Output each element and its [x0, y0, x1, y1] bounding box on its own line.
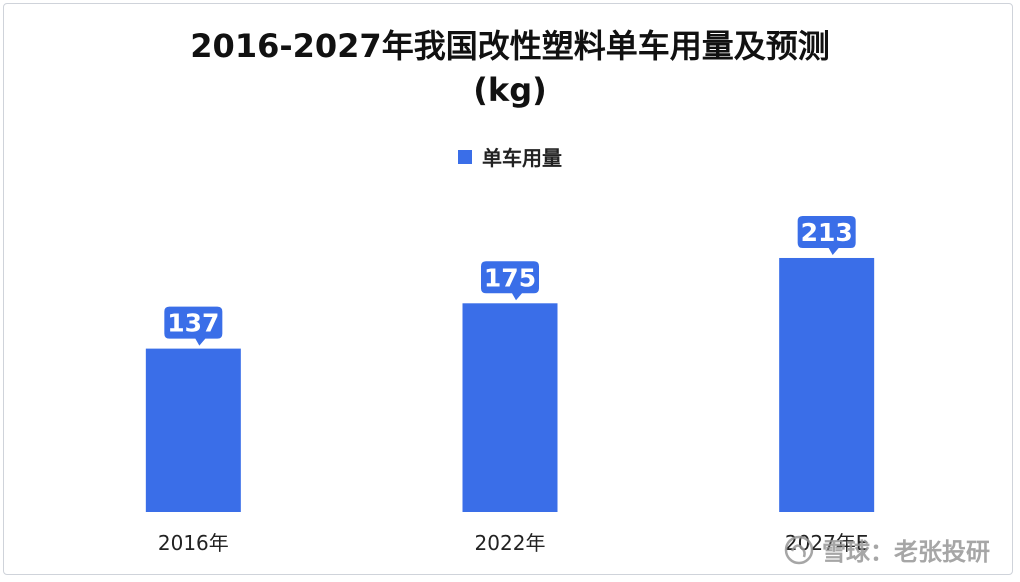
- chart-title: 2016-2027年我国改性塑料单车用量及预测 (kg): [190, 27, 830, 109]
- chart-frame: [3, 3, 1013, 575]
- data-label-text-2: 213: [801, 218, 853, 247]
- bar-2: [779, 257, 875, 512]
- legend-swatch: [458, 149, 472, 164]
- legend: 单车用量: [0, 142, 1020, 171]
- bar-1: [462, 303, 558, 512]
- data-label-0: 137: [164, 306, 223, 346]
- watermark: 雪球：老张投研: [784, 532, 990, 567]
- data-label-text-0: 137: [167, 309, 219, 338]
- snowball-logo-icon: [784, 535, 814, 564]
- x-tick-label-0: 2016年: [158, 531, 229, 555]
- data-label-box-2: [797, 215, 856, 255]
- x-tick-label-2: 2027年E: [785, 531, 869, 555]
- legend-label: 单车用量: [482, 146, 562, 170]
- data-label-box-1: [481, 261, 539, 301]
- watermark-text: 雪球：老张投研: [822, 538, 990, 566]
- data-label-text-1: 175: [484, 263, 536, 292]
- bar-0: [145, 348, 241, 512]
- x-tick-label-1: 2022年: [475, 531, 546, 555]
- data-label-1: 175: [481, 261, 539, 301]
- data-label-box-0: [164, 306, 223, 346]
- data-label-2: 213: [797, 215, 856, 255]
